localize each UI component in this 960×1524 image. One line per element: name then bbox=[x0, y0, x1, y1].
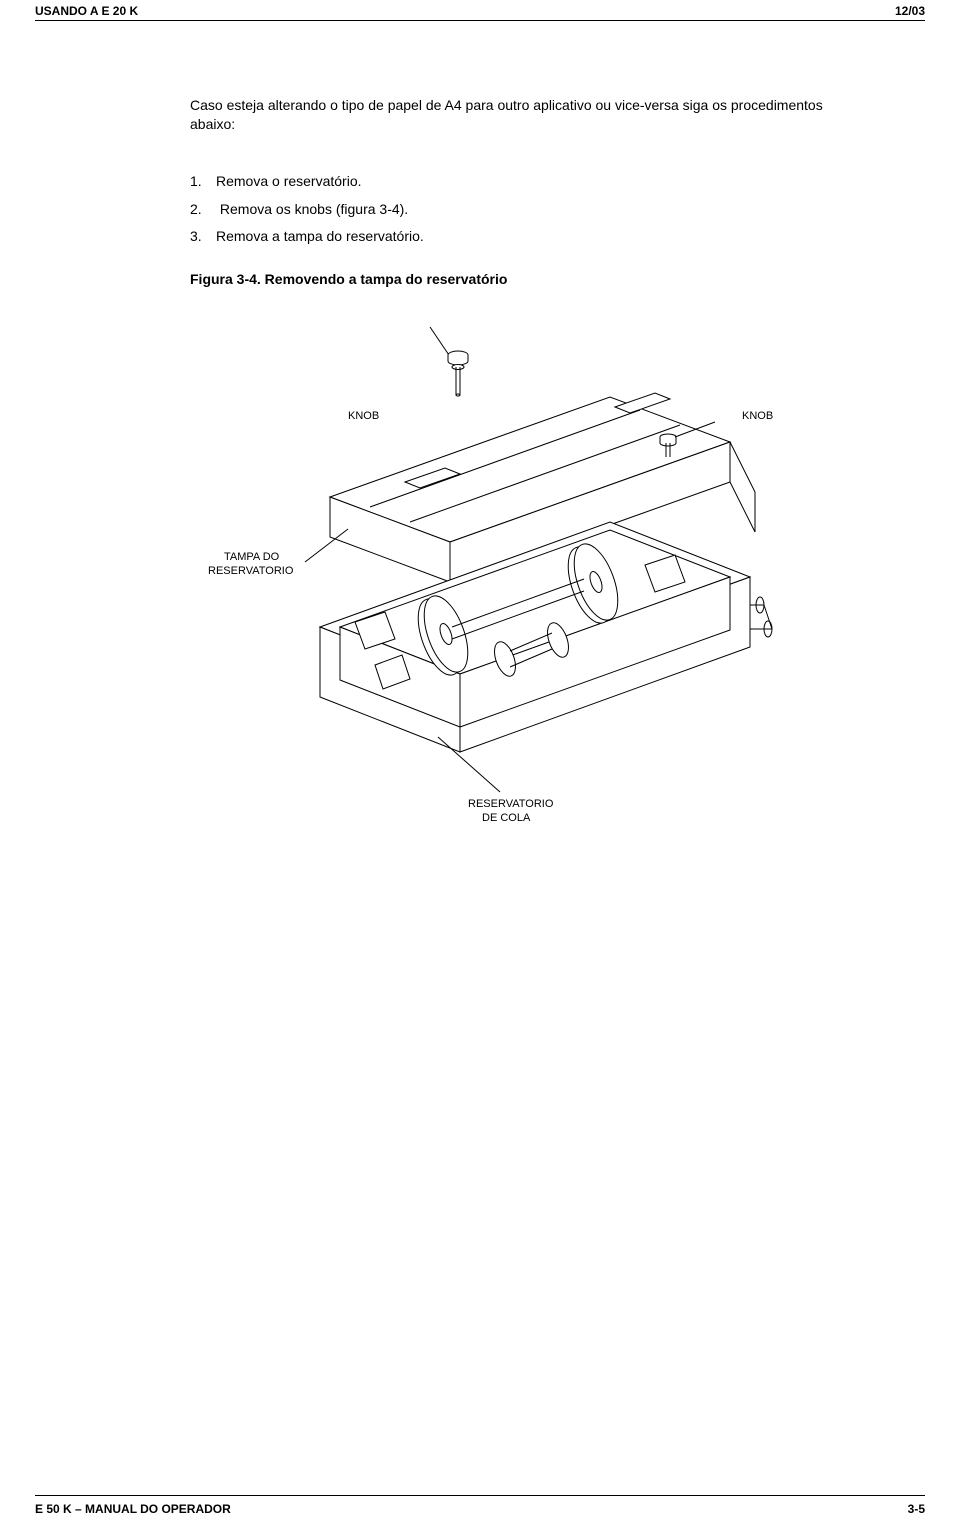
list-item: 3.Remova a tampa do reservatório. bbox=[190, 225, 870, 249]
list-text: Remova o reservatório. bbox=[216, 173, 362, 189]
label-tampa-1: TAMPA DO bbox=[224, 551, 280, 563]
header-right: 12/03 bbox=[895, 4, 925, 18]
label-tampa-2: RESERVATORIO bbox=[208, 565, 294, 577]
page-header: USANDO A E 20 K 12/03 bbox=[0, 0, 960, 20]
label-knob-left: KNOB bbox=[348, 410, 379, 422]
label-res-1: RESERVATORIO bbox=[468, 798, 554, 810]
label-res-2: DE COLA bbox=[482, 812, 531, 824]
diagram-svg: KNOB KNOB TAMPA DO RESERVATORIO RESERVAT… bbox=[170, 307, 830, 867]
figure-caption: Figura 3-4. Removendo a tampa do reserva… bbox=[190, 271, 870, 287]
list-text: Remova os knobs (figura 3-4). bbox=[216, 201, 408, 217]
footer-right: 3-5 bbox=[908, 1502, 925, 1516]
lid-flap bbox=[730, 442, 755, 532]
page-footer: E 50 K – MANUAL DO OPERADOR 3-5 bbox=[35, 1502, 925, 1516]
footer-left: E 50 K – MANUAL DO OPERADOR bbox=[35, 1502, 231, 1516]
list-number: 3. bbox=[190, 225, 216, 249]
knob-left-icon bbox=[448, 351, 468, 396]
label-knob-right: KNOB bbox=[742, 410, 773, 422]
footer-rule bbox=[35, 1495, 925, 1496]
list-number: 2. bbox=[190, 198, 216, 222]
list-item: 1.Remova o reservatório. bbox=[190, 170, 870, 194]
header-left: USANDO A E 20 K bbox=[35, 4, 138, 18]
content-area: Caso esteja alterando o tipo de papel de… bbox=[0, 21, 960, 872]
figure-diagram: KNOB KNOB TAMPA DO RESERVATORIO RESERVAT… bbox=[170, 307, 830, 872]
procedure-list: 1.Remova o reservatório. 2. Remova os kn… bbox=[190, 170, 870, 249]
list-item: 2. Remova os knobs (figura 3-4). bbox=[190, 198, 870, 222]
list-text: Remova a tampa do reservatório. bbox=[216, 228, 424, 244]
intro-paragraph: Caso esteja alterando o tipo de papel de… bbox=[190, 96, 870, 134]
list-number: 1. bbox=[190, 170, 216, 194]
